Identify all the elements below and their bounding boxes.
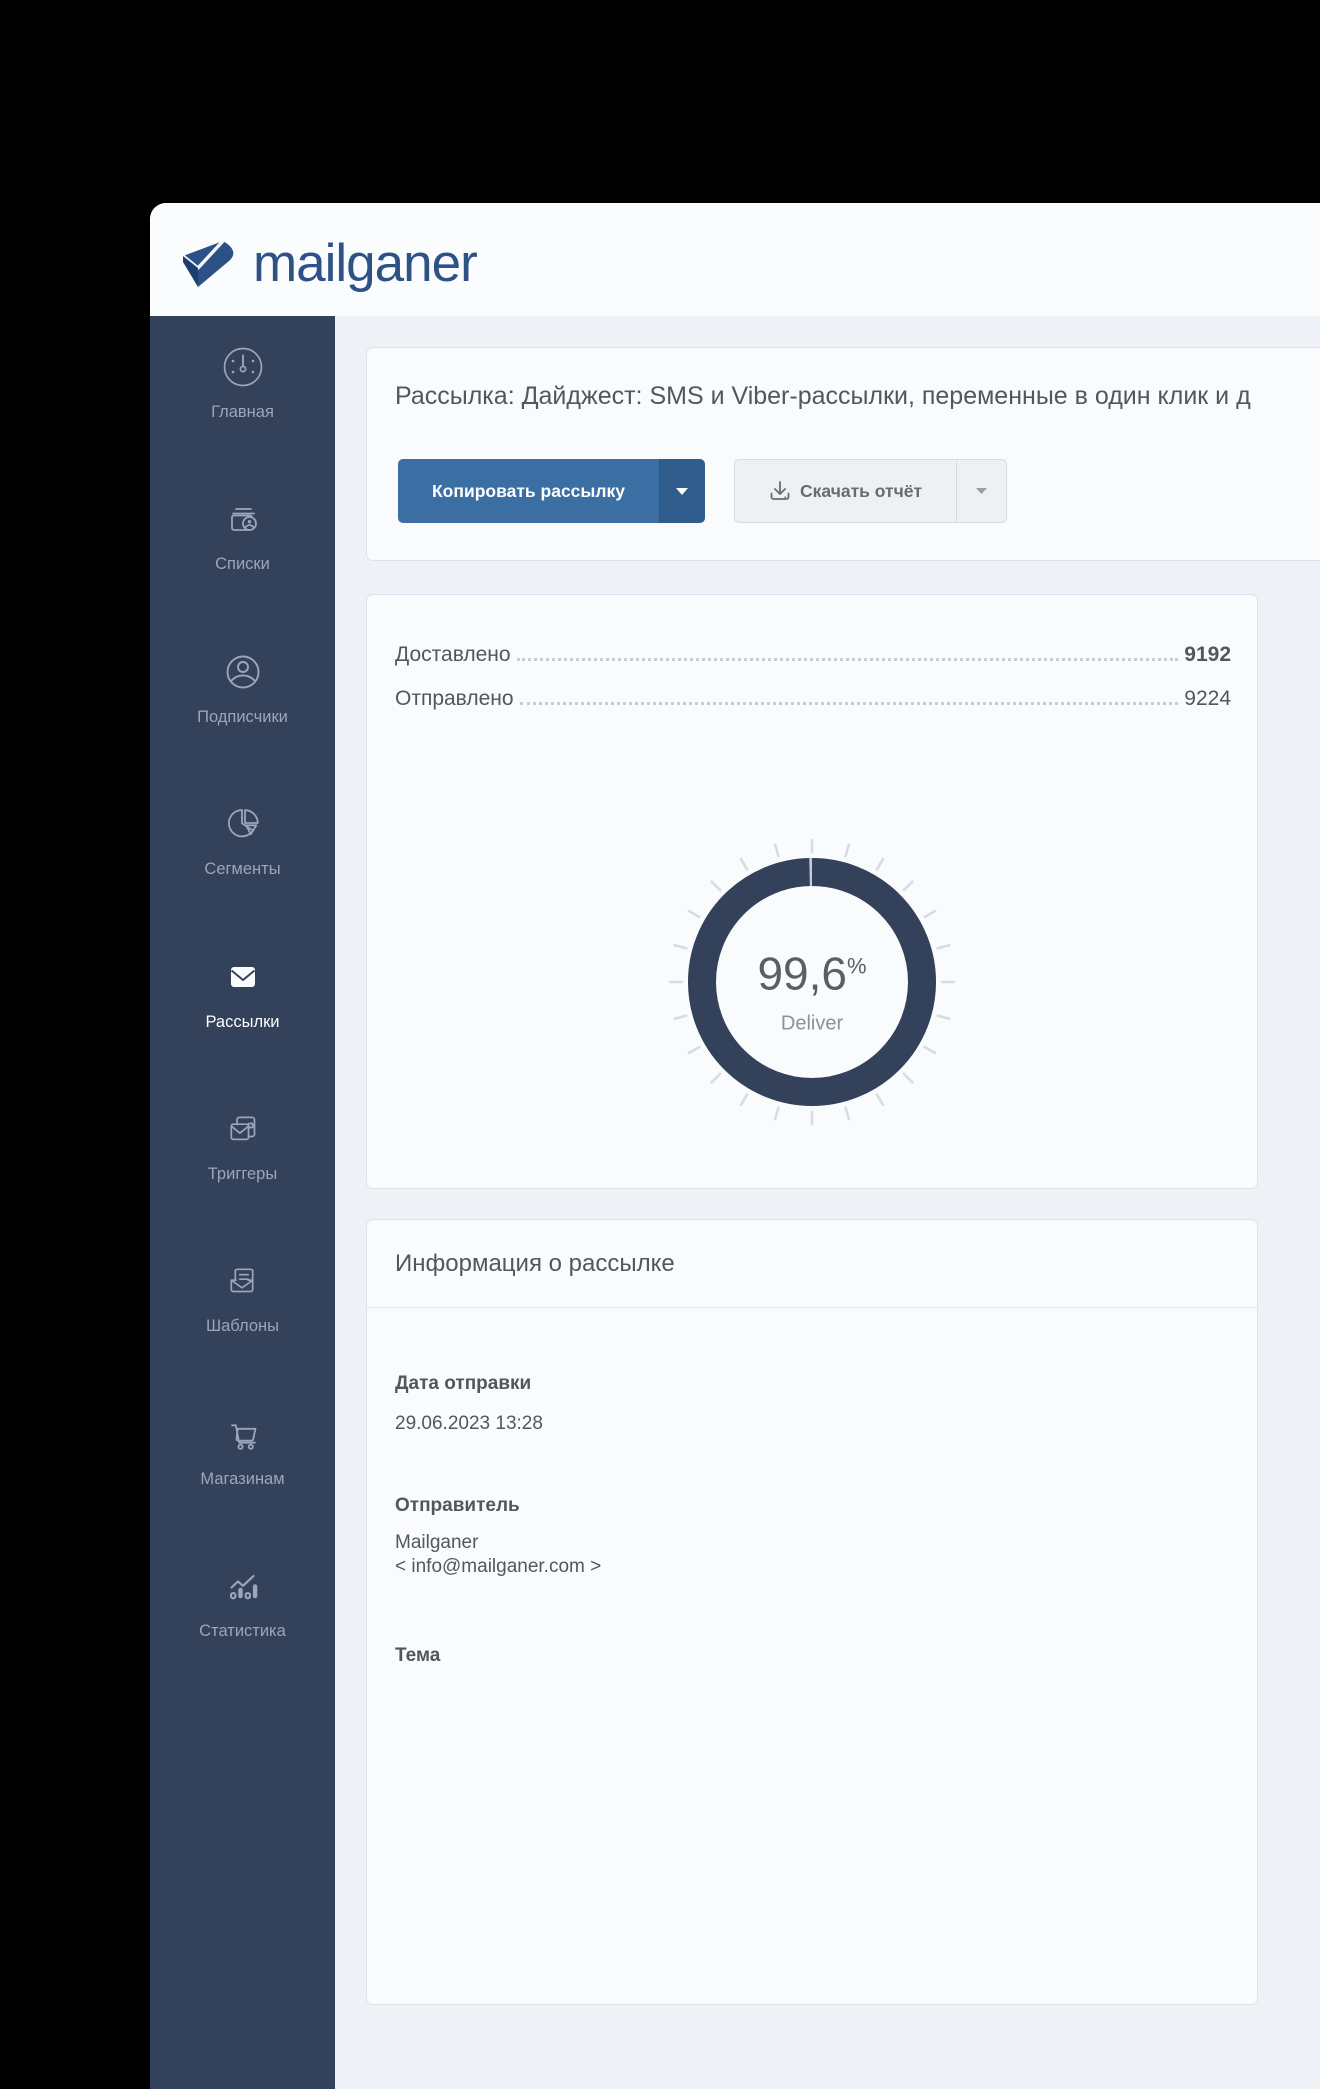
svg-text:Deliver: Deliver — [780, 1012, 843, 1034]
svg-text:99,6%: 99,6% — [757, 947, 866, 999]
